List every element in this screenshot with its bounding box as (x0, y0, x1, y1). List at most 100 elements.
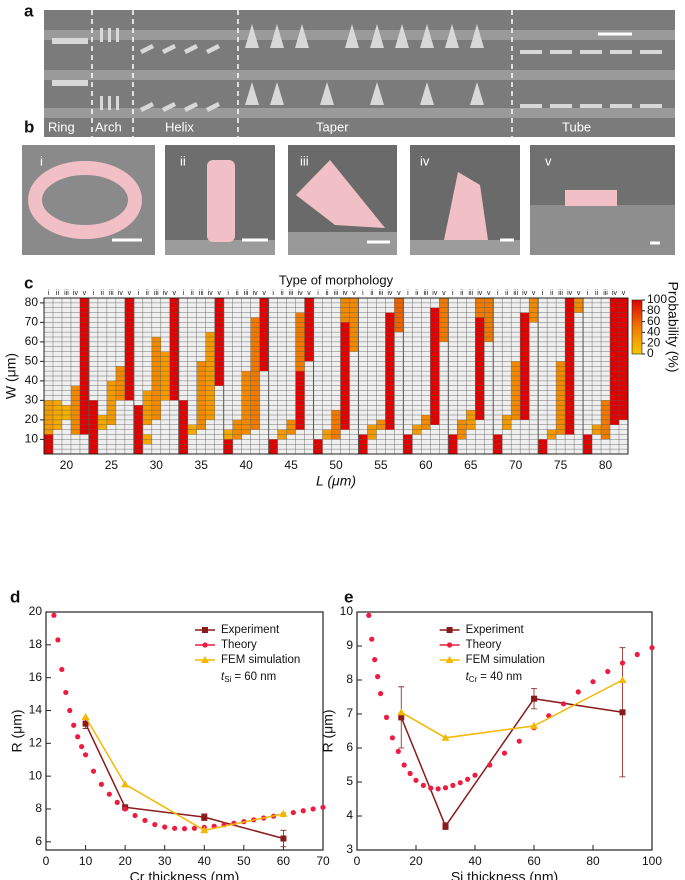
x-tick-label: 60 (527, 854, 541, 868)
annotation-part: = 60 nm (234, 671, 276, 683)
y-tick-label: 8 (35, 801, 42, 815)
legend-label: Theory (466, 639, 502, 651)
heatmap-cell (97, 415, 107, 430)
morphology-label: iii (468, 290, 473, 297)
heatmap-cell (142, 390, 152, 425)
y-tick-label: 10 (29, 768, 43, 782)
legend-label: Experiment (466, 624, 525, 636)
series-line (84, 723, 284, 840)
marker (457, 780, 463, 786)
x-tick-label: 50 (329, 458, 343, 472)
morphology-label: ii (460, 290, 464, 297)
marker (516, 738, 522, 744)
panel-label: e (344, 587, 353, 606)
morphology-label: ii (101, 290, 105, 297)
morphology-label: iii (379, 290, 384, 297)
morphology-label: i (138, 290, 140, 297)
heatmap-cell (304, 298, 314, 362)
marker (378, 691, 384, 697)
marker (81, 713, 90, 721)
heatmap-cell (88, 400, 98, 454)
morphology-label: iv (253, 290, 259, 297)
x-tick-label: 75 (554, 458, 568, 472)
morphology-label: iv (73, 290, 79, 297)
morphology-label: iv (118, 290, 124, 297)
marker (132, 812, 138, 819)
marker (366, 612, 372, 619)
marker (445, 656, 454, 663)
x-tick-label: 60 (277, 854, 291, 868)
morphology-label: iii (109, 290, 114, 297)
x-tick-label: 30 (158, 854, 172, 868)
colorbar-tick-label: 40 (647, 325, 661, 339)
y-tick-label: 80 (25, 295, 39, 309)
marker (106, 791, 112, 797)
series-line (400, 697, 623, 828)
heatmap-cell (475, 317, 485, 420)
y-tick-label: 3 (346, 842, 353, 856)
marker (201, 656, 209, 663)
y-tick-label: 40 (25, 373, 39, 387)
heatmap-cell (268, 439, 278, 454)
y-tick-label: 10 (25, 432, 39, 446)
heatmap-cell (538, 439, 548, 454)
colorbar-tick-label: 60 (647, 314, 661, 328)
heatmap-cell (574, 298, 584, 313)
marker (372, 657, 378, 663)
marker (530, 721, 538, 729)
marker (310, 806, 316, 812)
morphology-label: iv (298, 290, 304, 297)
marker (395, 748, 401, 755)
marker (619, 660, 626, 666)
marker (279, 809, 288, 817)
legend-label: Experiment (221, 624, 280, 636)
marker (487, 762, 493, 768)
marker (280, 835, 287, 842)
marker (413, 777, 419, 783)
marker (383, 714, 390, 721)
morphology-label: Arch (95, 119, 122, 134)
morphology-label: iv (163, 290, 169, 297)
morphology-label: ii (550, 290, 554, 297)
morphology-label: v (217, 290, 221, 297)
marker (472, 772, 478, 778)
morphology-label: iv (342, 290, 348, 297)
annotation-part: Cr (469, 675, 478, 684)
marker (634, 651, 640, 658)
y-tick-label: 9 (346, 638, 353, 652)
x-tick-label: 20 (60, 458, 74, 472)
marker (320, 804, 326, 810)
colorbar (631, 299, 643, 355)
annotation: tSi = 60 nm (221, 671, 276, 684)
morphology-label: ii (180, 153, 186, 168)
colorbar-tick-label: 80 (647, 303, 661, 317)
colorbar-tick-label: 0 (647, 346, 654, 360)
marker (428, 785, 434, 791)
marker (447, 642, 453, 648)
marker (67, 707, 73, 714)
marker (202, 627, 208, 633)
morphology-label: i (407, 290, 409, 297)
marker (162, 824, 168, 830)
morphology-label: i (542, 290, 544, 297)
heatmap-cell (502, 415, 512, 430)
y-tick-label: 7 (346, 706, 353, 720)
morphology-label: ii (281, 290, 285, 297)
morphology-label: iv (387, 290, 393, 297)
y-tick-label: 30 (25, 393, 39, 407)
sem-image-b (22, 145, 675, 255)
plot-frame (356, 611, 653, 851)
y-tick-label: 50 (25, 354, 39, 368)
morphology-label: iii (244, 290, 249, 297)
morphology-label: ii (56, 290, 60, 297)
x-tick-label: 20 (118, 854, 132, 868)
x-tick-label: 0 (43, 854, 50, 868)
morphology-label: iii (603, 290, 608, 297)
marker (442, 823, 449, 830)
marker (649, 645, 655, 651)
y-tick-label: 6 (346, 740, 353, 754)
marker (152, 821, 158, 828)
morphology-label: ii (325, 290, 329, 297)
marker (618, 676, 627, 683)
annotation: tCr = 40 nm (466, 671, 523, 684)
